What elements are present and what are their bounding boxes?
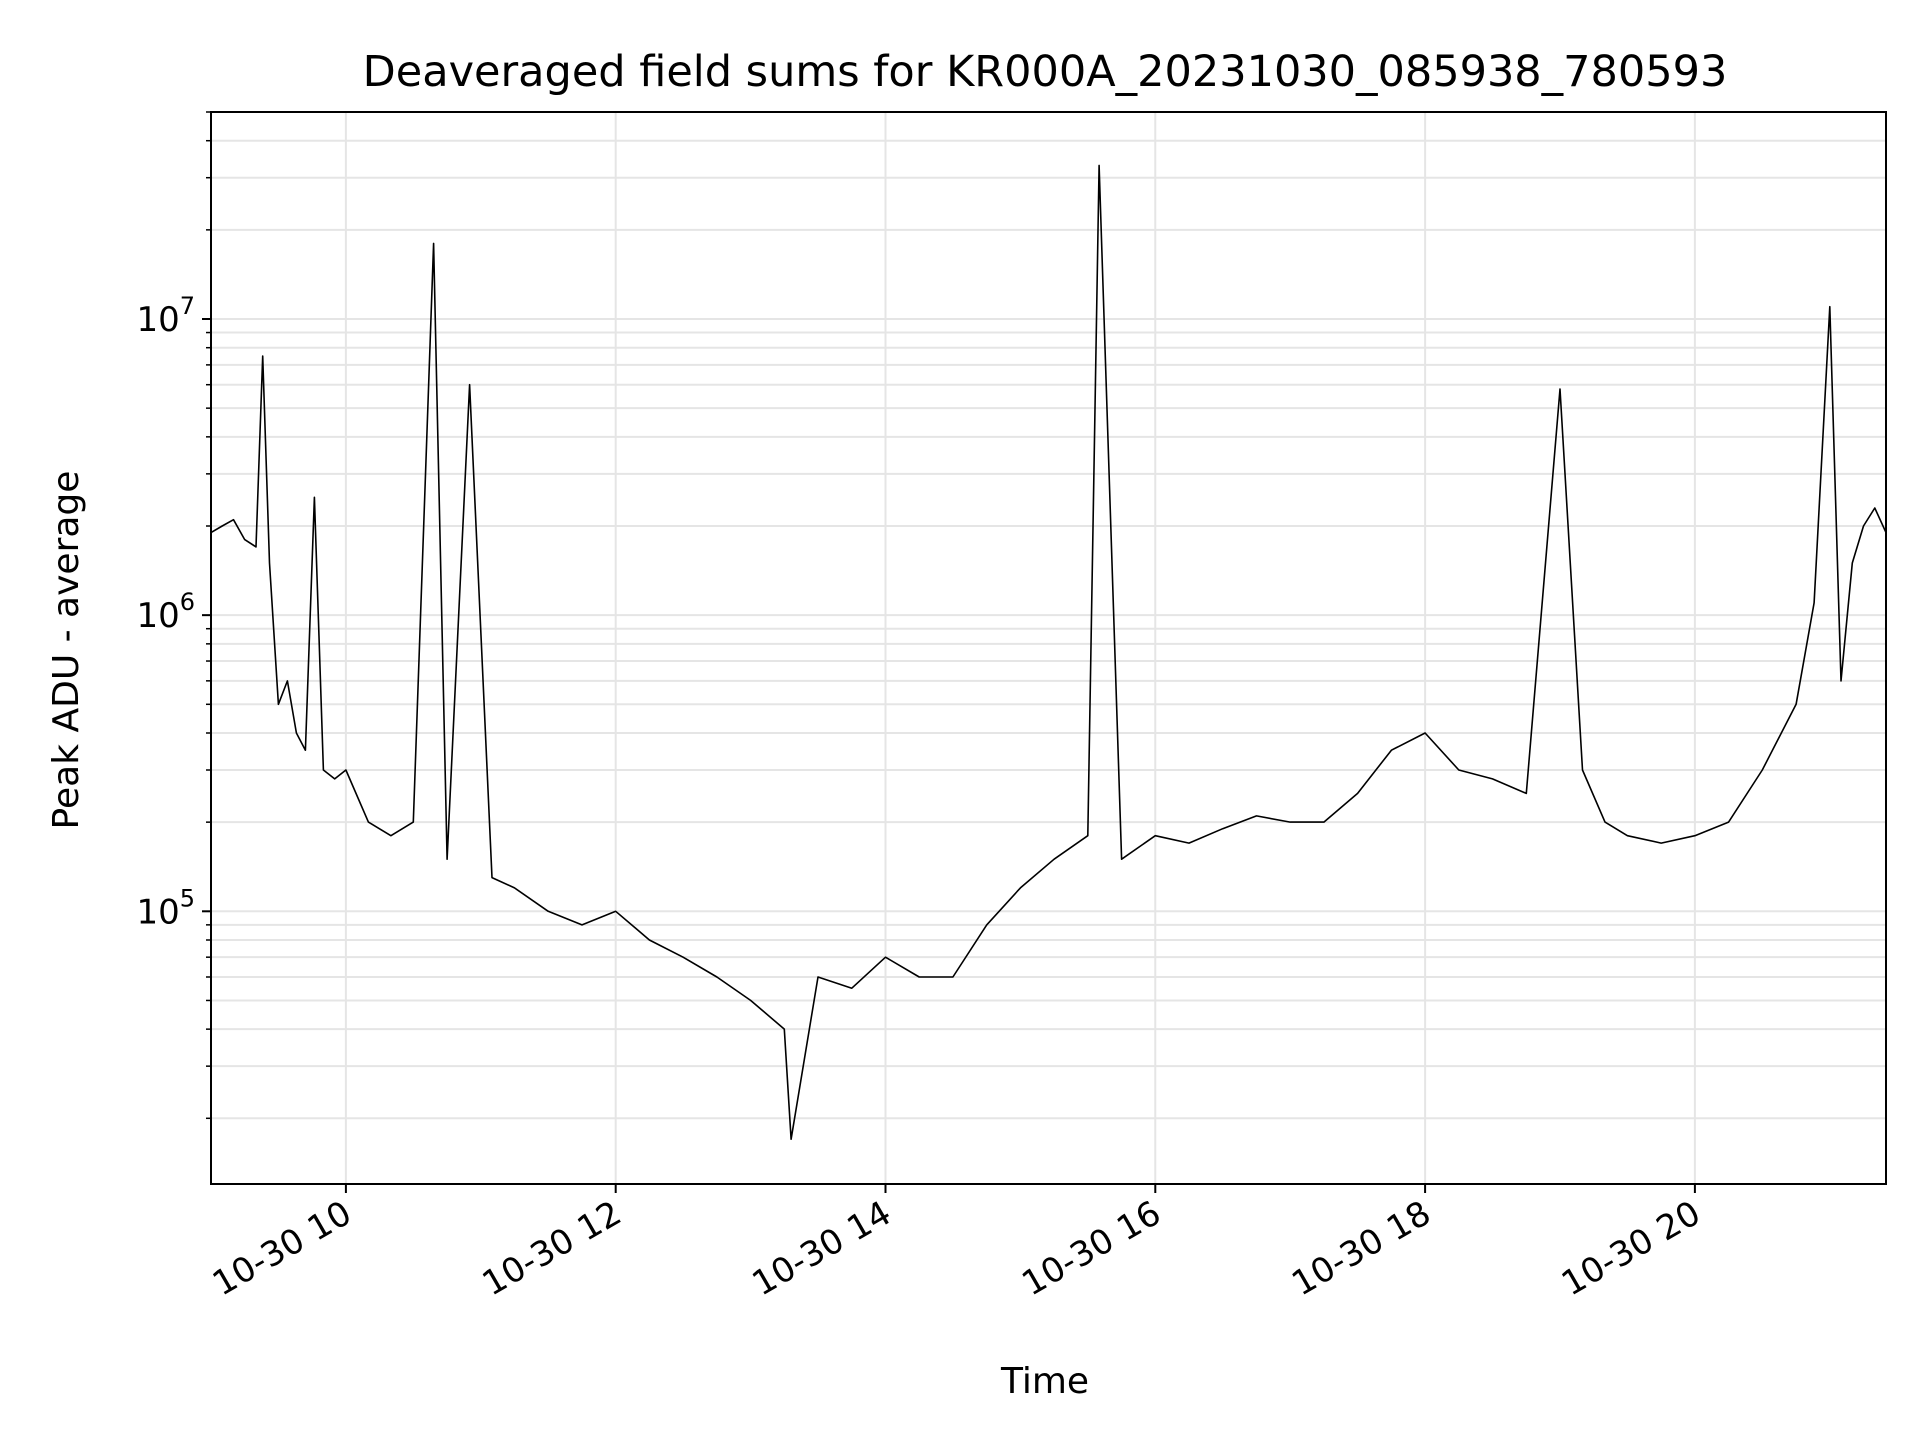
plot-frame <box>210 111 1887 1185</box>
chart-title: Deaveraged field sums for KR000A_2023103… <box>363 47 1728 97</box>
y-tick-label: 106 <box>136 588 195 636</box>
x-axis-label: Time <box>1000 1361 1089 1402</box>
series-line <box>210 164 1887 1140</box>
y-tick-label: 105 <box>136 884 195 932</box>
y-tick-label: 107 <box>136 292 195 340</box>
y-axis-label: Peak ADU - average <box>46 471 87 830</box>
series-layer <box>210 164 1887 1140</box>
